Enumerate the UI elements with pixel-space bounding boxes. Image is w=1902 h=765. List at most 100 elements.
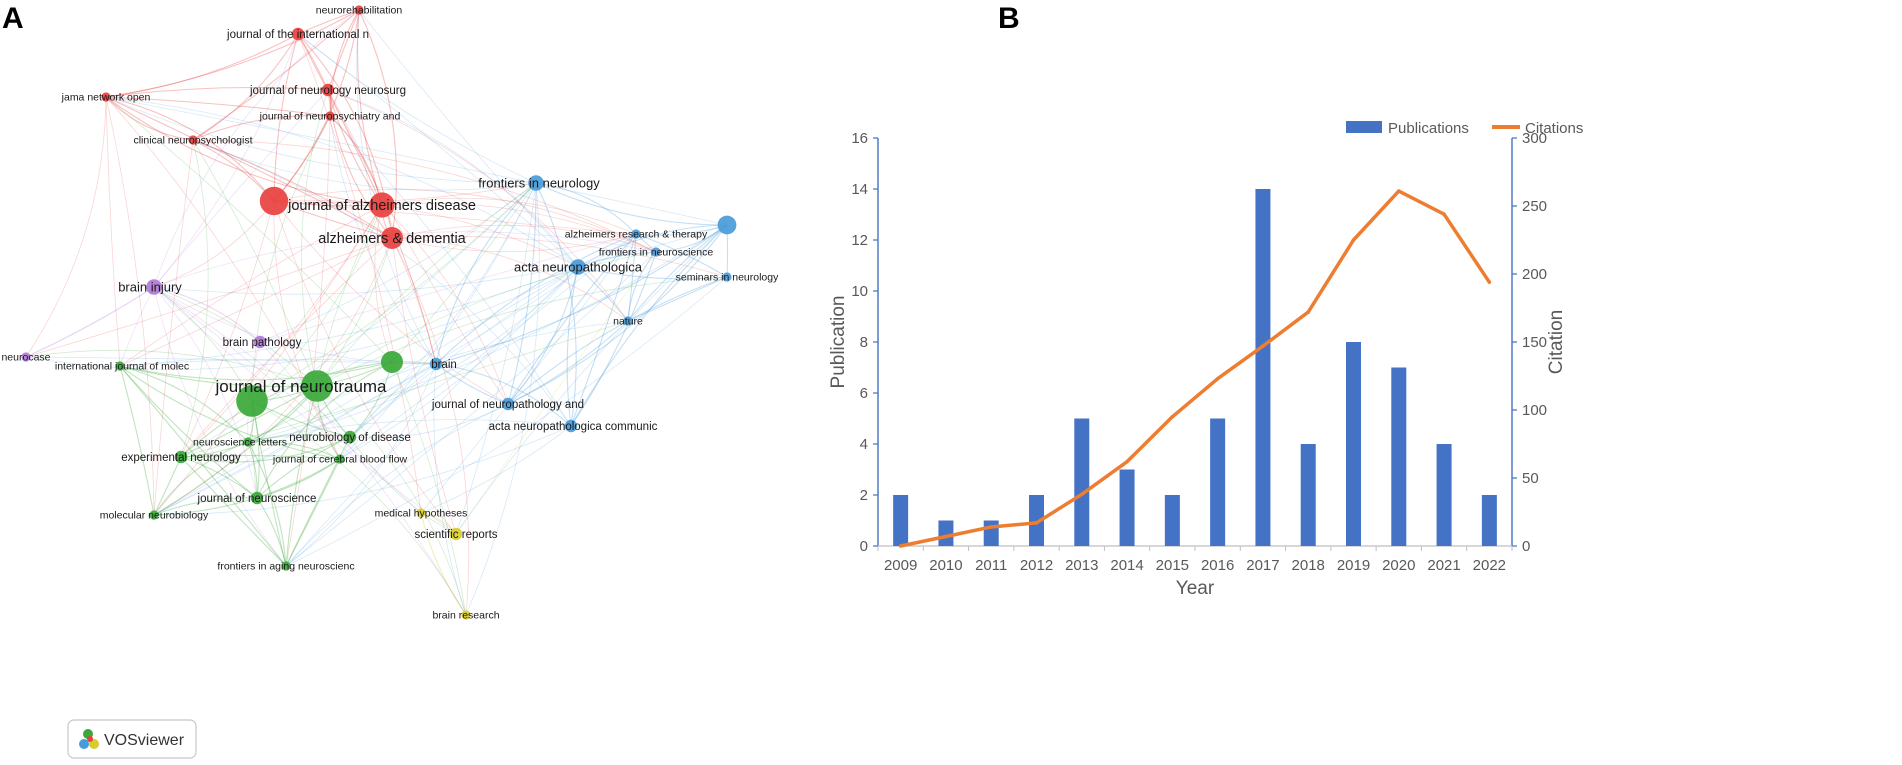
y-tick-label: 4 bbox=[860, 436, 868, 453]
network-edge bbox=[153, 224, 728, 295]
network-node[interactable] bbox=[101, 92, 111, 102]
network-node[interactable] bbox=[449, 527, 463, 541]
network-edge bbox=[259, 341, 467, 616]
network-node[interactable] bbox=[281, 561, 291, 571]
network-node[interactable] bbox=[416, 508, 426, 518]
network-edge bbox=[297, 33, 422, 514]
network-node-label: brain injury bbox=[118, 280, 182, 295]
network-edge bbox=[327, 89, 437, 365]
network-node[interactable] bbox=[501, 397, 515, 411]
network-node[interactable] bbox=[259, 186, 289, 216]
network-edge bbox=[105, 96, 275, 202]
network-node[interactable] bbox=[631, 229, 641, 239]
network-edge bbox=[119, 365, 155, 516]
network-node[interactable] bbox=[321, 83, 335, 97]
network-edge bbox=[455, 182, 537, 535]
network-node[interactable] bbox=[188, 135, 198, 145]
network-node-label: neurorehabilitation bbox=[316, 5, 403, 17]
network-node[interactable] bbox=[243, 437, 253, 447]
network-node[interactable] bbox=[381, 351, 403, 373]
network-node[interactable] bbox=[461, 610, 471, 620]
network-node[interactable] bbox=[564, 419, 578, 433]
network-edge bbox=[577, 224, 728, 268]
network-edge bbox=[192, 139, 572, 427]
point-citations bbox=[989, 525, 994, 529]
point-citations bbox=[898, 544, 903, 548]
network-node[interactable] bbox=[717, 215, 737, 235]
network-node[interactable] bbox=[115, 361, 125, 371]
network-node-label: nature bbox=[613, 316, 643, 328]
network-edge bbox=[247, 266, 579, 443]
network-node[interactable] bbox=[570, 259, 586, 275]
x-tick-label: 2016 bbox=[1201, 557, 1234, 574]
network-edge bbox=[273, 182, 537, 203]
network-node-label: journal of alzheimers disease bbox=[287, 198, 476, 214]
panel-a-network: A neurorehabilitation journal of the inte… bbox=[1, 2, 779, 759]
network-edge bbox=[435, 363, 509, 405]
chart-ticks: 0 2 4 6 8 10 12 14 16 0 50 100 150 200 250 300 2009 2010 2… bbox=[851, 130, 1547, 574]
network-edge bbox=[273, 200, 341, 460]
point-citations bbox=[1396, 189, 1401, 193]
network-edge bbox=[358, 9, 397, 239]
bar-publications bbox=[1074, 418, 1090, 546]
network-edge bbox=[25, 237, 393, 358]
network-edge bbox=[105, 96, 579, 268]
network-edge bbox=[192, 139, 537, 191]
network-edge bbox=[105, 96, 537, 184]
x-tick-label: 2009 bbox=[884, 557, 917, 574]
network-edge bbox=[105, 96, 728, 226]
network-edge bbox=[535, 182, 577, 427]
network-edge bbox=[119, 204, 383, 367]
network-edge bbox=[153, 237, 393, 516]
network-edge bbox=[297, 33, 537, 184]
network-node[interactable] bbox=[174, 450, 188, 464]
network-node[interactable] bbox=[146, 279, 162, 295]
vosviewer-badge[interactable]: VOSviewer bbox=[67, 719, 197, 759]
network-edge bbox=[507, 233, 637, 405]
network-node[interactable] bbox=[429, 357, 443, 371]
network-edge bbox=[339, 363, 437, 460]
network-node[interactable] bbox=[381, 227, 403, 249]
network-edge bbox=[358, 9, 579, 268]
network-edge bbox=[297, 33, 383, 206]
network-edge bbox=[25, 356, 437, 365]
network-edge bbox=[507, 182, 537, 405]
network-node-label: journal of the international n bbox=[226, 29, 369, 41]
legend-label-citations: Citations bbox=[1525, 120, 1583, 137]
network-node-label: alzheimers & dementia bbox=[318, 231, 466, 247]
network-node-label: medical hypotheses bbox=[375, 508, 468, 520]
network-node[interactable] bbox=[301, 370, 333, 402]
network-node[interactable] bbox=[651, 247, 661, 257]
network-node-label: neurobiology of disease bbox=[289, 432, 410, 444]
network-node[interactable] bbox=[250, 491, 264, 505]
point-citations bbox=[1487, 280, 1492, 284]
network-node[interactable] bbox=[149, 510, 159, 520]
network-edge bbox=[273, 199, 579, 268]
network-edge bbox=[273, 200, 457, 535]
network-node[interactable] bbox=[291, 27, 305, 41]
network-node[interactable] bbox=[623, 316, 633, 326]
bar-publications bbox=[1481, 495, 1497, 546]
network-edge bbox=[627, 251, 657, 322]
network-edge bbox=[285, 403, 509, 567]
y2-tick-label: 150 bbox=[1522, 334, 1547, 351]
network-node-label: brain pathology bbox=[223, 337, 302, 349]
network-node[interactable] bbox=[21, 352, 31, 362]
network-edge bbox=[285, 276, 728, 567]
network-edge bbox=[192, 9, 360, 141]
network-node[interactable] bbox=[335, 454, 345, 464]
network-edge bbox=[180, 182, 537, 458]
network-node[interactable] bbox=[369, 192, 395, 218]
bar-publications bbox=[1391, 367, 1407, 546]
network-node[interactable] bbox=[325, 111, 335, 121]
network-node[interactable] bbox=[722, 272, 732, 282]
network-node[interactable] bbox=[343, 430, 357, 444]
network-node[interactable] bbox=[354, 5, 364, 15]
network-node[interactable] bbox=[253, 335, 267, 349]
network-node[interactable] bbox=[528, 175, 544, 191]
network-edge bbox=[433, 363, 467, 616]
y-tick-label: 2 bbox=[860, 487, 868, 504]
network-edge bbox=[192, 139, 393, 239]
network-node[interactable] bbox=[236, 385, 268, 417]
network-node-label: acta neuropathologica communic bbox=[489, 421, 658, 433]
